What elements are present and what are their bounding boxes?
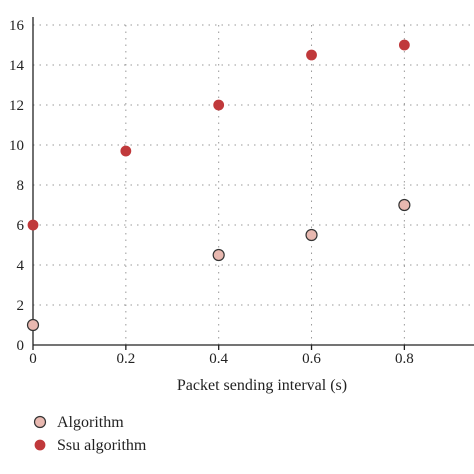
data-point-algorithm: [398, 198, 411, 212]
y-tick-label: 8: [17, 178, 25, 194]
data-point-ssu-algorithm: [398, 39, 410, 51]
points-layer: [26, 39, 411, 332]
legend-label: Ssu algorithm: [57, 437, 147, 454]
data-point-algorithm: [212, 248, 225, 262]
legend-marker: [34, 439, 46, 451]
y-tick-label: 14: [9, 58, 25, 74]
x-tick-label: 0.2: [116, 351, 135, 367]
grid-layer: [33, 24, 474, 345]
y-tick-label: 16: [9, 18, 25, 34]
data-point-ssu-algorithm: [120, 145, 132, 157]
y-tick-label: 2: [17, 298, 25, 314]
data-point-ssu-algorithm: [306, 49, 317, 61]
y-tick-label: 12: [9, 98, 24, 114]
y-tick-label: 6: [17, 218, 25, 234]
x-tick-label: 0.8: [395, 351, 414, 367]
y-tick-label: 0: [17, 338, 25, 354]
y-tick-label: 10: [9, 138, 24, 154]
x-tick-label: 0.6: [302, 351, 321, 367]
legend-label: Algorithm: [57, 414, 124, 431]
x-tick-label: 0: [29, 351, 37, 367]
data-point-algorithm: [305, 228, 318, 242]
data-point-ssu-algorithm: [213, 99, 225, 111]
x-tick-label: 0.4: [209, 351, 228, 367]
x-axis-title: Packet sending interval (s): [177, 377, 347, 394]
data-point-ssu-algorithm: [27, 219, 39, 231]
y-tick-label: 4: [17, 258, 25, 274]
data-point-algorithm: [26, 318, 40, 332]
axes-layer: [32, 17, 474, 346]
legend: Algorithm Ssu algorithm: [33, 414, 147, 454]
legend-marker: [33, 415, 47, 429]
ticks-layer: 0 2 4 6 8 10 12 14 16 0 0.2 0.4 0.6 0.8: [9, 18, 414, 367]
